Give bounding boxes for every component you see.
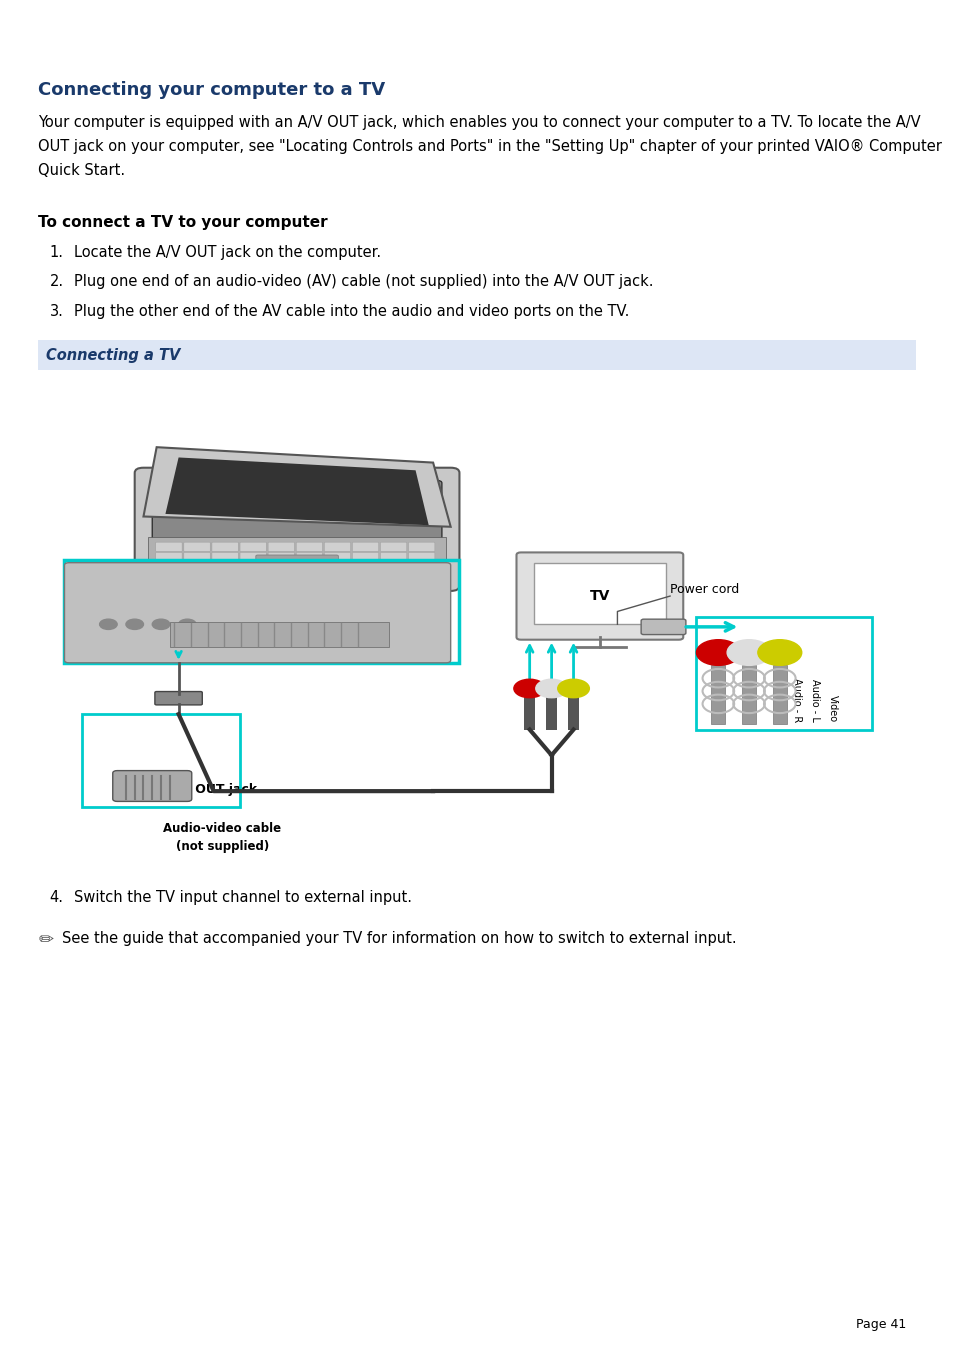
Circle shape	[558, 680, 589, 697]
Circle shape	[178, 619, 196, 630]
Text: ✏: ✏	[38, 931, 53, 948]
FancyBboxPatch shape	[640, 619, 685, 635]
FancyBboxPatch shape	[408, 542, 435, 551]
Circle shape	[514, 680, 545, 697]
Text: Power cord: Power cord	[669, 584, 739, 596]
FancyBboxPatch shape	[268, 573, 294, 582]
FancyBboxPatch shape	[155, 563, 182, 571]
FancyBboxPatch shape	[524, 689, 535, 730]
Polygon shape	[165, 458, 428, 526]
FancyBboxPatch shape	[408, 553, 435, 562]
FancyBboxPatch shape	[324, 573, 351, 582]
Text: Your computer is equipped with an A/V OUT jack, which enables you to connect you: Your computer is equipped with an A/V OU…	[38, 115, 920, 130]
Circle shape	[536, 680, 567, 697]
Text: A/V OUT jack: A/V OUT jack	[167, 782, 256, 796]
Text: Audio - R: Audio - R	[792, 678, 801, 721]
Polygon shape	[143, 447, 450, 527]
Text: (not supplied): (not supplied)	[175, 840, 269, 852]
FancyBboxPatch shape	[324, 563, 351, 571]
FancyBboxPatch shape	[154, 692, 202, 705]
FancyBboxPatch shape	[155, 542, 182, 551]
FancyBboxPatch shape	[240, 573, 266, 582]
FancyBboxPatch shape	[112, 770, 192, 801]
FancyBboxPatch shape	[380, 542, 406, 551]
FancyBboxPatch shape	[352, 573, 378, 582]
FancyBboxPatch shape	[212, 563, 238, 571]
Text: Connecting a TV: Connecting a TV	[46, 347, 180, 363]
FancyBboxPatch shape	[295, 553, 322, 562]
FancyBboxPatch shape	[240, 542, 266, 551]
FancyBboxPatch shape	[184, 563, 210, 571]
Text: Plug the other end of the AV cable into the audio and video ports on the TV.: Plug the other end of the AV cable into …	[74, 304, 629, 319]
Text: 4.: 4.	[50, 890, 64, 905]
FancyBboxPatch shape	[148, 538, 446, 584]
FancyBboxPatch shape	[184, 553, 210, 562]
FancyBboxPatch shape	[741, 666, 756, 724]
Circle shape	[99, 619, 117, 630]
FancyBboxPatch shape	[184, 542, 210, 551]
FancyBboxPatch shape	[534, 563, 665, 624]
FancyBboxPatch shape	[352, 542, 378, 551]
FancyBboxPatch shape	[170, 621, 389, 647]
FancyBboxPatch shape	[240, 553, 266, 562]
Circle shape	[126, 619, 143, 630]
FancyBboxPatch shape	[295, 573, 322, 582]
Text: Plug one end of an audio-video (AV) cable (not supplied) into the A/V OUT jack.: Plug one end of an audio-video (AV) cabl…	[74, 274, 653, 289]
Text: Audio-video cable: Audio-video cable	[163, 821, 281, 835]
Text: Locate the A/V OUT jack on the computer.: Locate the A/V OUT jack on the computer.	[74, 245, 381, 259]
Text: OUT jack on your computer, see "Locating Controls and Ports" in the "Setting Up": OUT jack on your computer, see "Locating…	[38, 139, 941, 154]
FancyBboxPatch shape	[546, 689, 557, 730]
FancyBboxPatch shape	[268, 563, 294, 571]
FancyBboxPatch shape	[516, 553, 682, 640]
Text: Video: Video	[826, 694, 837, 721]
Text: 3.: 3.	[50, 304, 64, 319]
Text: Quick Start.: Quick Start.	[38, 163, 125, 178]
FancyBboxPatch shape	[295, 542, 322, 551]
FancyBboxPatch shape	[240, 563, 266, 571]
FancyBboxPatch shape	[155, 573, 182, 582]
FancyBboxPatch shape	[324, 553, 351, 562]
FancyBboxPatch shape	[408, 563, 435, 571]
FancyBboxPatch shape	[568, 689, 578, 730]
Circle shape	[152, 619, 170, 630]
FancyBboxPatch shape	[408, 573, 435, 582]
FancyBboxPatch shape	[184, 573, 210, 582]
FancyBboxPatch shape	[65, 563, 450, 663]
FancyBboxPatch shape	[772, 666, 786, 724]
FancyBboxPatch shape	[268, 553, 294, 562]
FancyBboxPatch shape	[38, 340, 915, 370]
FancyBboxPatch shape	[268, 542, 294, 551]
FancyBboxPatch shape	[295, 563, 322, 571]
FancyBboxPatch shape	[352, 553, 378, 562]
Text: See the guide that accompanied your TV for information on how to switch to exter: See the guide that accompanied your TV f…	[62, 931, 736, 946]
Circle shape	[726, 640, 770, 666]
FancyBboxPatch shape	[380, 563, 406, 571]
FancyBboxPatch shape	[155, 553, 182, 562]
FancyBboxPatch shape	[212, 553, 238, 562]
Circle shape	[757, 640, 801, 666]
FancyBboxPatch shape	[152, 481, 441, 578]
Text: 1.: 1.	[50, 245, 64, 259]
Text: To connect a TV to your computer: To connect a TV to your computer	[38, 215, 328, 230]
FancyBboxPatch shape	[324, 542, 351, 551]
Text: Connecting your computer to a TV: Connecting your computer to a TV	[38, 81, 385, 99]
Text: Switch the TV input channel to external input.: Switch the TV input channel to external …	[74, 890, 412, 905]
Circle shape	[696, 640, 740, 666]
FancyBboxPatch shape	[352, 563, 378, 571]
Text: Page 41: Page 41	[855, 1317, 905, 1331]
FancyBboxPatch shape	[212, 573, 238, 582]
Text: TV: TV	[589, 589, 609, 603]
Text: 2.: 2.	[50, 274, 64, 289]
FancyBboxPatch shape	[212, 542, 238, 551]
FancyBboxPatch shape	[380, 573, 406, 582]
FancyBboxPatch shape	[255, 555, 338, 582]
FancyBboxPatch shape	[380, 553, 406, 562]
FancyBboxPatch shape	[711, 666, 724, 724]
Text: Audio - L: Audio - L	[809, 680, 819, 721]
FancyBboxPatch shape	[134, 467, 459, 590]
